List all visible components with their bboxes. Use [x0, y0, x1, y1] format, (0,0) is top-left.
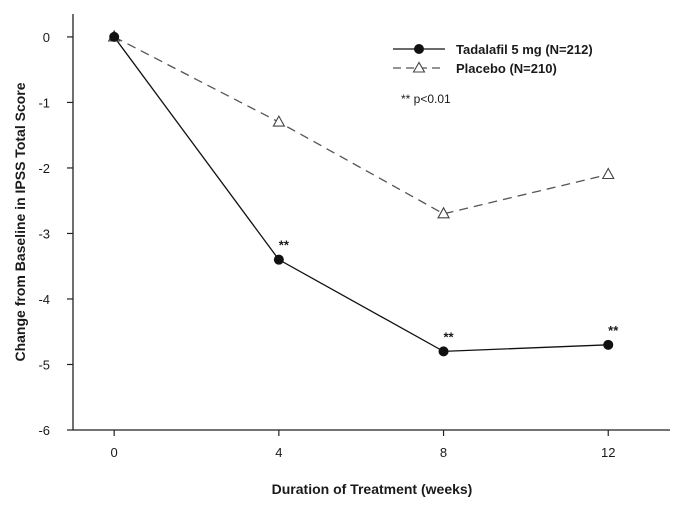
x-tick-label: 12 — [601, 445, 615, 460]
significance-note: ** p<0.01 — [401, 92, 451, 106]
significance-marker: ** — [279, 238, 290, 253]
x-tick-label: 8 — [440, 445, 447, 460]
x-tick-label: 0 — [111, 445, 118, 460]
series: ** ** ** — [107, 29, 619, 357]
significance-marker: ** — [608, 323, 619, 338]
legend: Tadalafil 5 mg (N=212) Placebo (N=210) — [393, 42, 593, 76]
y-tick-label: -6 — [38, 423, 50, 438]
legend-label-tadalafil: Tadalafil 5 mg (N=212) — [456, 42, 593, 57]
data-point-placebo — [601, 167, 615, 180]
ticks: 0 4 8 12 0 -1 -2 -3 -4 -5 -6 — [38, 30, 615, 460]
y-tick-label: -4 — [38, 292, 50, 307]
data-point-tadalafil — [603, 339, 614, 350]
axes — [72, 14, 670, 431]
data-point-tadalafil — [438, 346, 449, 357]
data-point-tadalafil — [109, 31, 120, 42]
y-tick-label: -5 — [38, 357, 50, 372]
legend-label-placebo: Placebo (N=210) — [456, 61, 557, 76]
y-tick-label: -2 — [38, 161, 50, 176]
x-axis-title: Duration of Treatment (weeks) — [272, 481, 473, 497]
x-tick-label: 4 — [275, 445, 282, 460]
y-tick-label: -1 — [38, 95, 50, 110]
significance-marker: ** — [443, 329, 454, 344]
series-line-placebo — [113, 36, 609, 215]
data-point-tadalafil — [273, 254, 284, 265]
series-line-tadalafil — [113, 36, 609, 353]
legend-marker-placebo — [412, 61, 426, 73]
y-tick-label: -3 — [38, 226, 50, 241]
data-point-placebo — [272, 114, 286, 127]
y-axis-title: Change from Baseline in IPSS Total Score — [12, 82, 28, 361]
legend-marker-tadalafil — [414, 44, 424, 54]
y-tick-label: 0 — [43, 30, 50, 45]
data-point-placebo — [437, 206, 450, 219]
